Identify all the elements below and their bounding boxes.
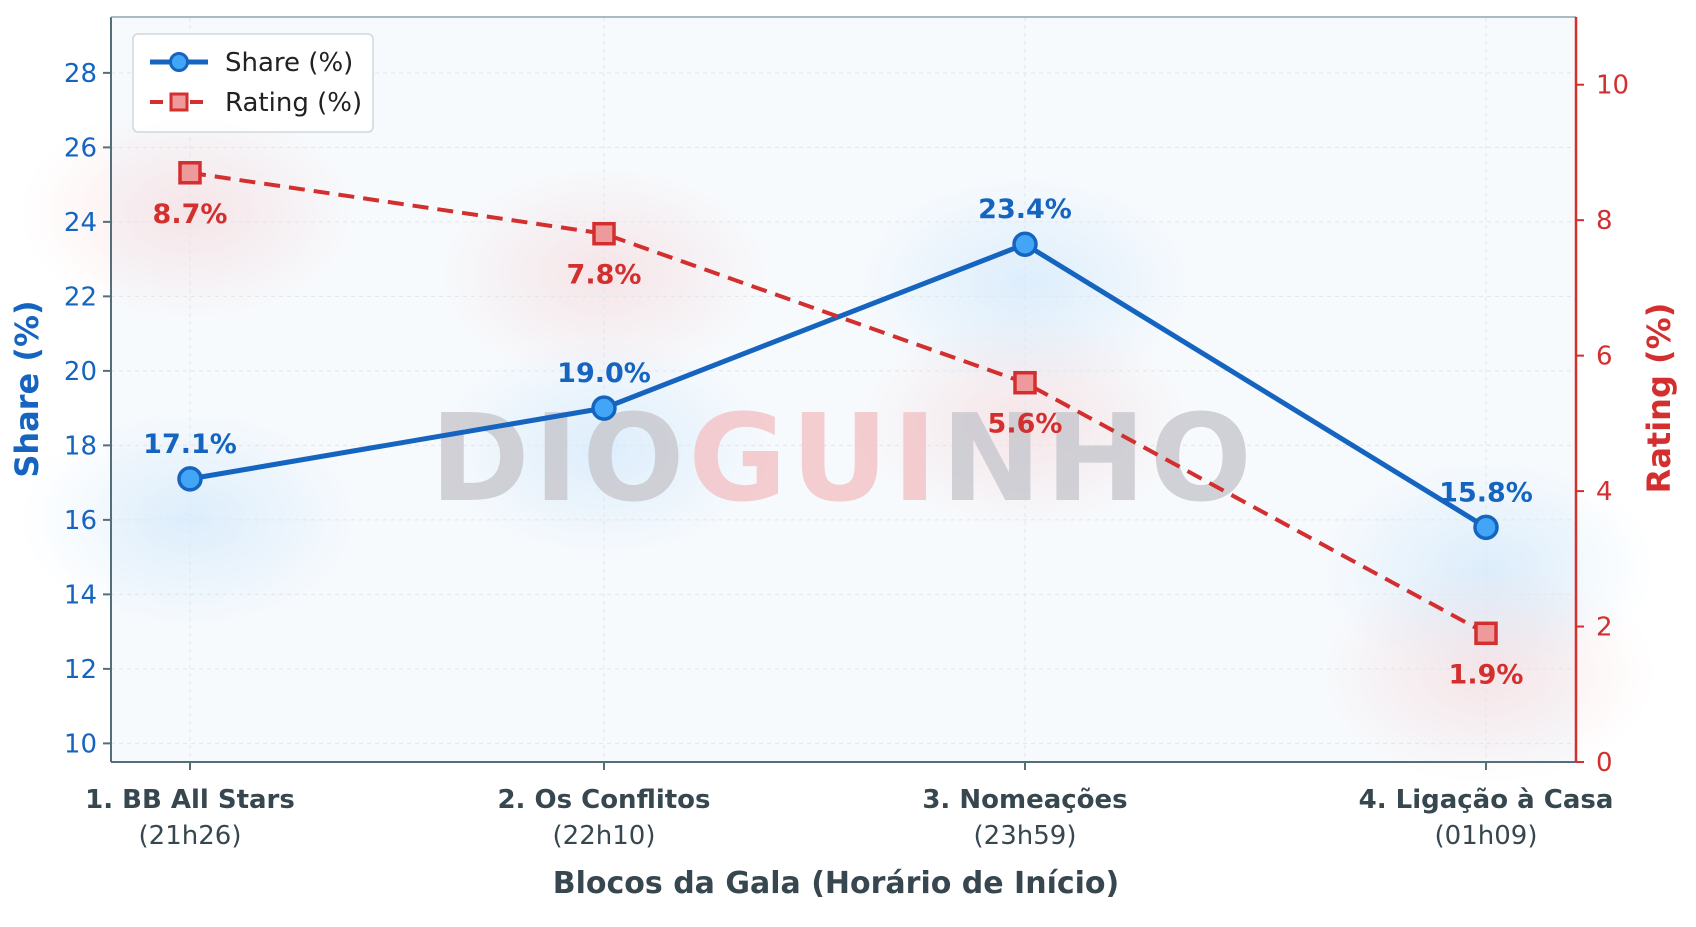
share-point [1473,514,1499,541]
legend-box [132,33,374,133]
x-axis-title: Blocos da Gala (Horário de Início) [553,866,1120,901]
x-category-label: 1. BB All Stars [85,785,295,815]
rating-point [178,161,202,185]
right-tick-label: 10 [1596,71,1629,101]
watermark-part: DIO [430,390,688,529]
watermark-part: GUI [688,390,941,529]
share-data-label: 19.0% [557,358,651,389]
axes [110,16,1578,763]
share-point [591,395,617,421]
x-category-time: (23h59) [974,821,1077,851]
legend-share-label: Share (%) [225,48,353,78]
rating-point [1013,370,1037,395]
share-data-label: 15.8% [1439,477,1533,508]
left-tick-label: 22 [64,282,97,312]
rating-data-label: 8.7% [153,199,228,230]
legend: Share (%) Rating (%) [132,33,374,133]
watermark-part: NHO [941,390,1256,529]
x-category-label: 3. Nomeações [922,785,1127,815]
share-series: 17.1% 19.0% 23.4% 15.8% [143,194,1533,541]
rating-data-label: 1.9% [1449,659,1524,690]
legend-share-marker [169,52,189,72]
x-category-label: 4. Ligação à Casa [1359,785,1614,815]
share-data-label: 23.4% [978,194,1072,225]
legend-rating-marker [169,92,189,112]
series-glow-layer [20,102,1656,784]
left-axis-title: Share (%) [8,300,46,477]
rating-glow [855,312,1195,533]
left-tick-label: 12 [64,655,97,685]
share-line [189,241,1488,530]
right-tick-label: 4 [1596,477,1613,507]
rating-point [592,221,616,246]
right-axis-ticks: 0 2 4 6 8 10 [1576,71,1629,778]
share-point [177,466,203,492]
left-tick-label: 18 [64,431,97,461]
x-category-time: (22h10) [553,821,656,851]
x-category-time: (01h09) [1435,821,1538,851]
left-tick-label: 10 [64,729,97,759]
left-tick-label: 26 [64,133,97,163]
right-tick-label: 8 [1596,206,1613,236]
x-category-label: 2. Os Conflitos [497,785,710,815]
share-glow [434,338,774,559]
rating-series: 8.7% 7.8% 5.6% 1.9% [153,161,1524,690]
right-axis-title: Rating (%) [1640,303,1678,494]
left-axis-ticks: 10 12 14 16 18 20 22 24 26 28 [64,59,111,759]
left-tick-label: 20 [64,357,97,387]
right-tick-label: 0 [1596,748,1613,778]
share-data-label: 17.1% [143,429,237,460]
rating-point [1474,621,1498,646]
x-category-time: (21h26) [139,821,242,851]
share-point [1012,231,1038,257]
rating-line [189,170,1487,636]
watermark: DIOGUINHO [430,390,1256,529]
right-tick-label: 6 [1596,342,1613,372]
legend-rating-label: Rating (%) [225,88,362,118]
right-tick-label: 2 [1596,613,1613,643]
rating-data-label: 7.8% [567,260,642,291]
rating-data-label: 5.6% [988,409,1063,440]
left-tick-label: 16 [64,506,97,536]
left-tick-label: 24 [64,208,97,238]
left-tick-label: 14 [64,580,97,610]
x-axis-ticks: 1. BB All Stars (21h26) 2. Os Conflitos (22… [85,762,1613,851]
left-tick-label: 28 [64,59,97,89]
